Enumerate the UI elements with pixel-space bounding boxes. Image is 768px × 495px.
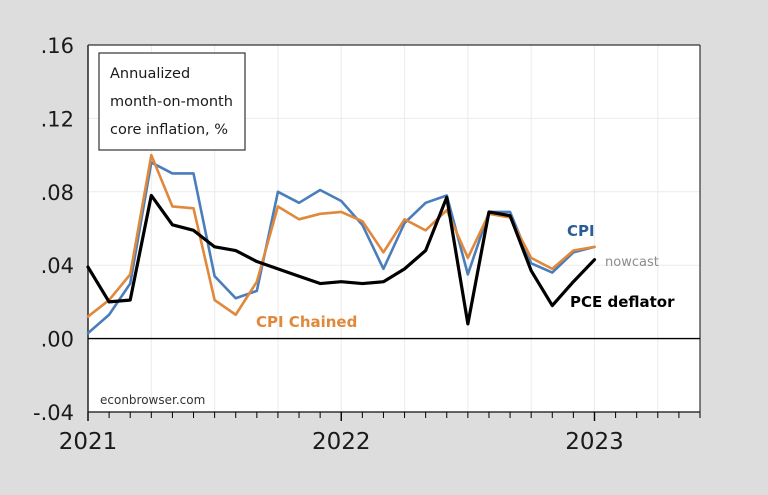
watermark-econbrowser: econbrowser.com (100, 393, 205, 407)
series-label-nowcast: nowcast (605, 255, 659, 270)
series-label-cpi-chained: CPI Chained (256, 313, 357, 331)
x-axis-tick-label: 2023 (565, 429, 624, 455)
annotation-line-3: core inflation, % (110, 122, 228, 138)
annotation-line-1: Annualized (110, 66, 190, 82)
x-axis-tick-label: 2022 (312, 429, 371, 455)
y-axis-tick-label: .08 (41, 181, 74, 205)
y-axis-tick-label: .16 (41, 34, 74, 58)
series-label-pce-deflator: PCE deflator (570, 293, 675, 311)
y-axis-tick-label: .04 (41, 254, 74, 278)
x-axis-tick-label: 2021 (59, 429, 118, 455)
y-axis-tick-label: .00 (41, 328, 74, 352)
annotation-line-2: month-on-month (110, 94, 233, 110)
annotation-textbox-border (98, 52, 246, 151)
series-label-cpi: CPI (567, 222, 595, 240)
annotation-textbox: Annualized month-on-month core inflation… (98, 52, 246, 151)
series-line-cpi (86, 161, 596, 335)
y-axis-tick-label: -.04 (33, 401, 74, 425)
plot-frame (87, 44, 701, 413)
data-series-group (86, 153, 597, 335)
y-axis-tick-label: .12 (41, 107, 74, 131)
y-axis-ticks: .16 .12 .08 .04 .00 -.04 (33, 34, 74, 425)
series-line-pce-deflator (86, 193, 597, 326)
x-axis-ticks: 2021 2022 2023 (59, 412, 701, 455)
